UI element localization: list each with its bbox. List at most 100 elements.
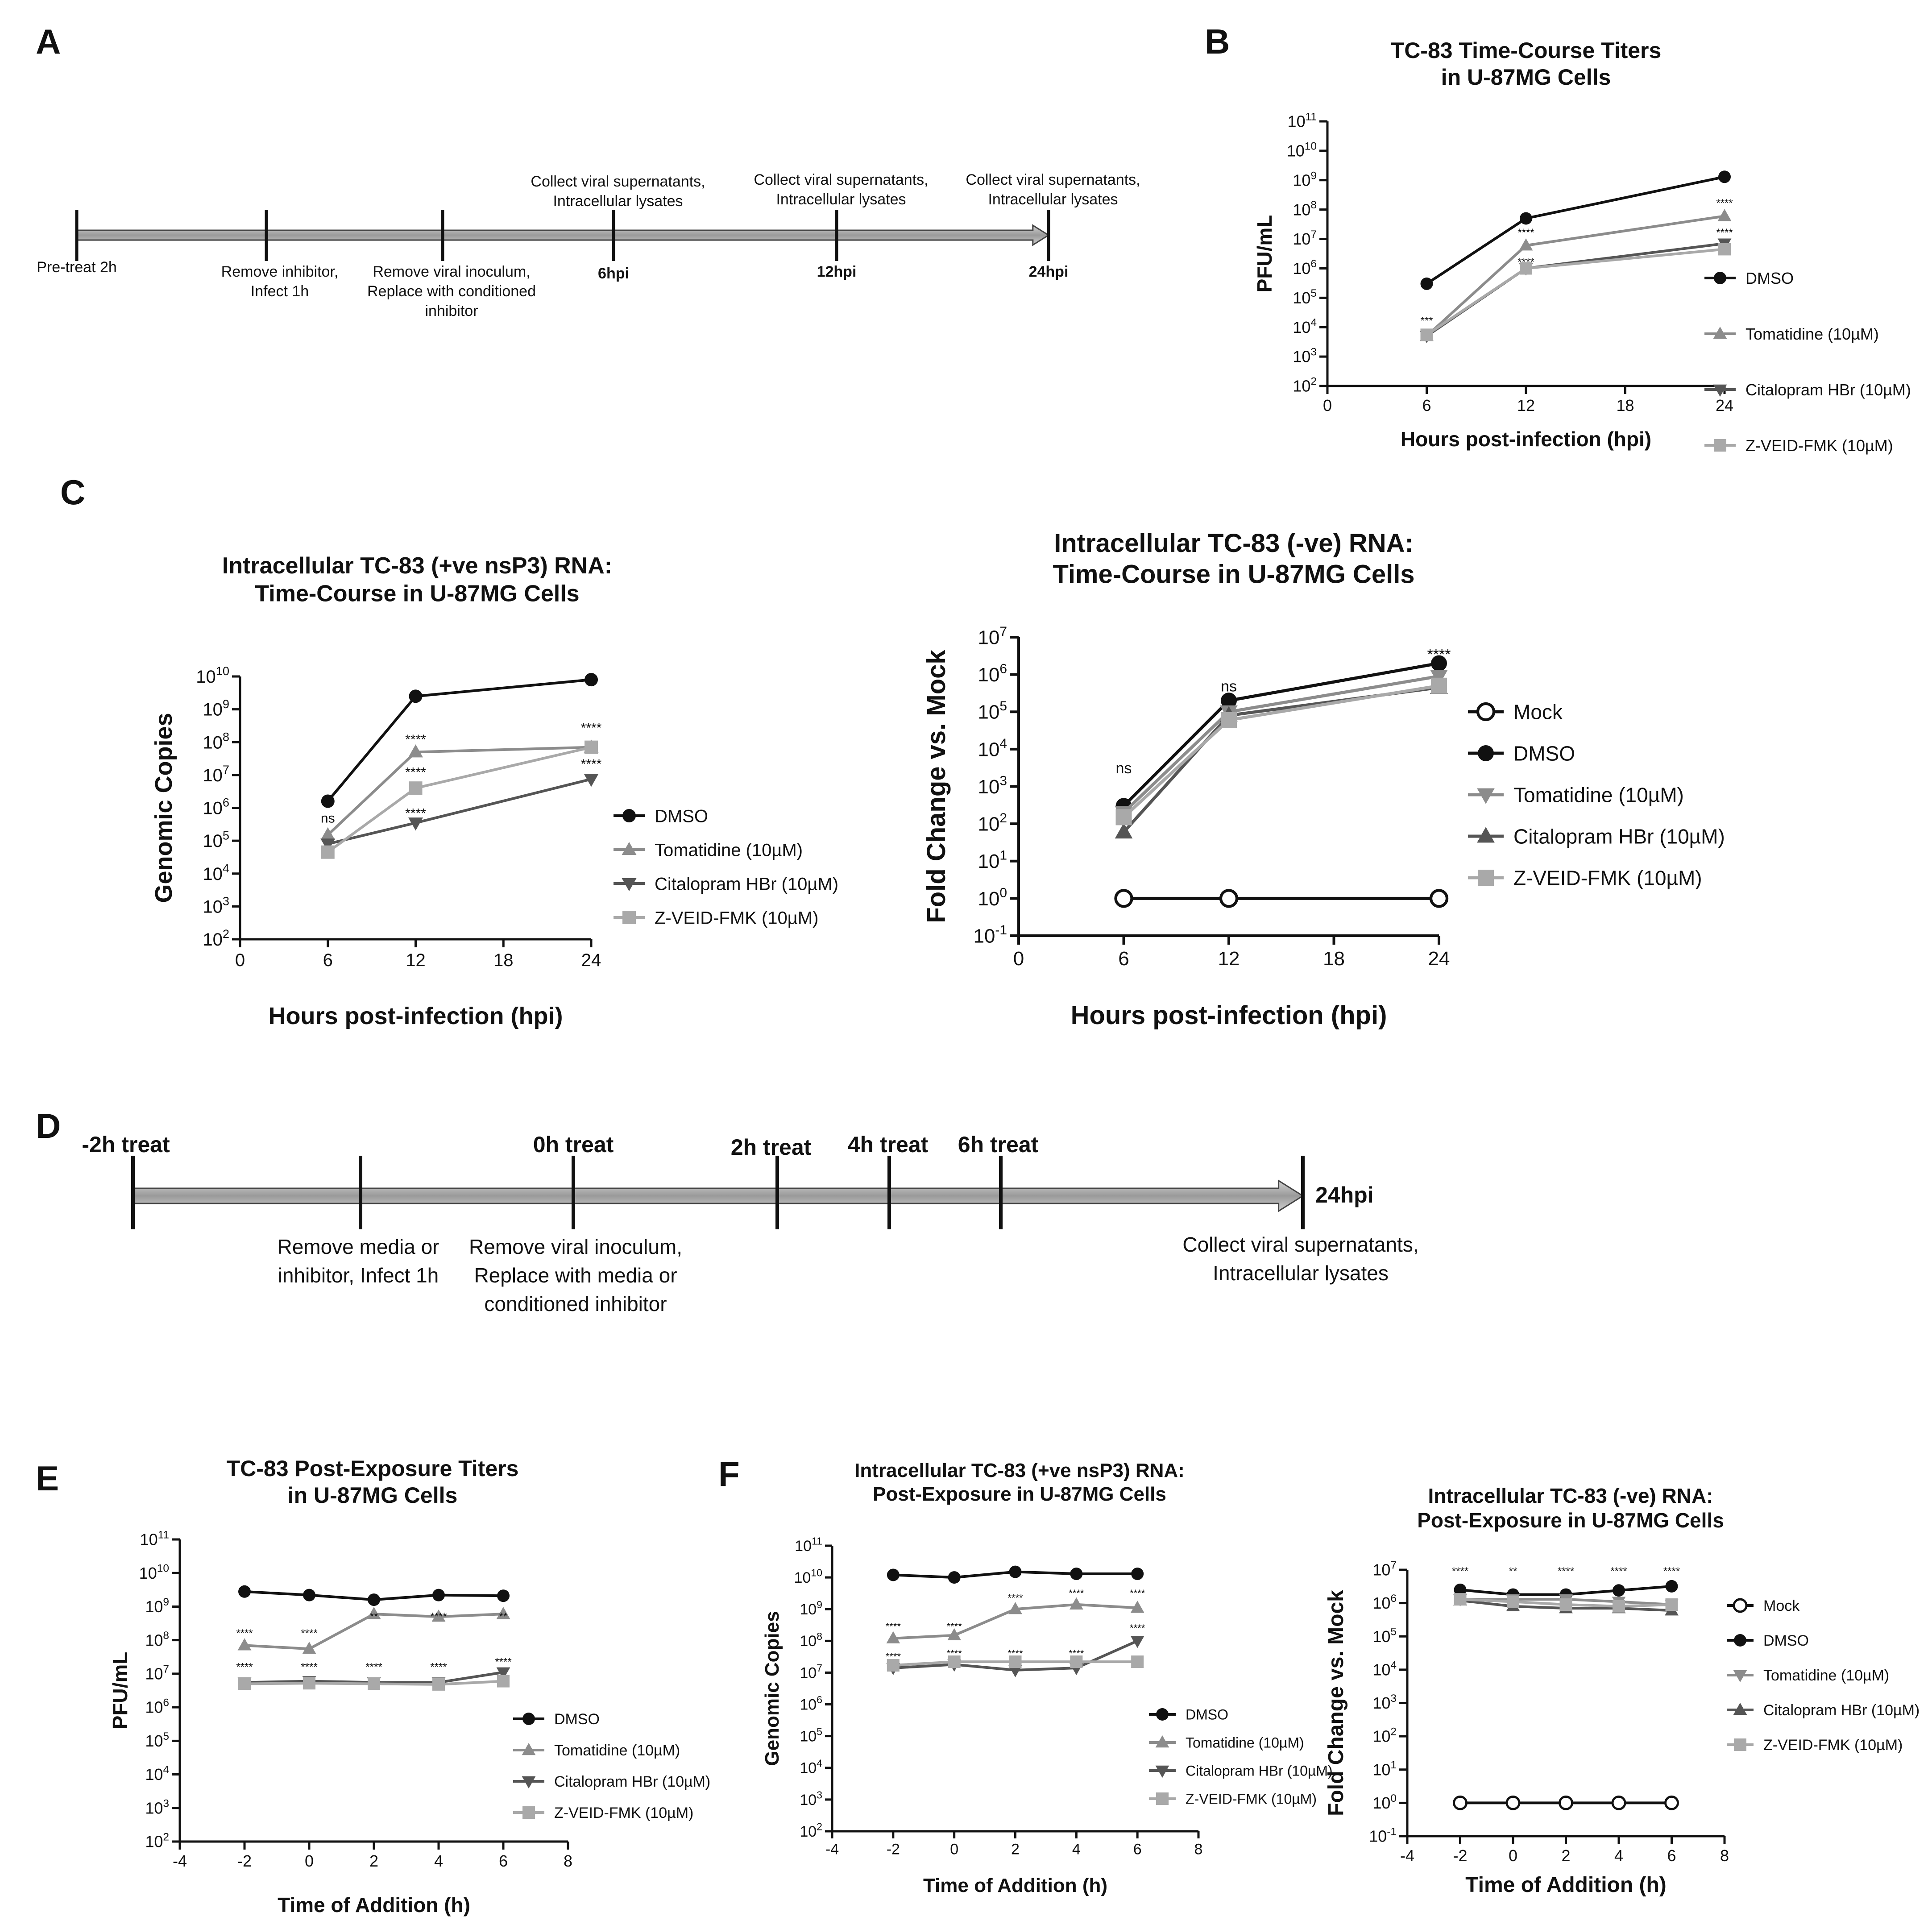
data-point [408, 744, 423, 758]
significance-label: **** [495, 1656, 511, 1668]
data-point [321, 845, 335, 859]
data-point [1664, 1795, 1679, 1810]
x-tick-label: 18 [493, 950, 514, 970]
tick-exponent: 5 [163, 1730, 169, 1742]
timeline-below-label: Intracellular lysates [1213, 1261, 1389, 1285]
x-tick-label: -4 [825, 1841, 839, 1858]
legend-marker [1477, 788, 1495, 804]
x-tick-label: 6 [323, 950, 333, 970]
tick-base: 10 [145, 1597, 163, 1616]
tick-base: 10 [1293, 318, 1310, 336]
data-point [368, 1677, 380, 1690]
timeline-arrow [76, 224, 1050, 246]
tick-base: 10 [978, 813, 999, 835]
y-axis-label: PFU/mL [108, 1652, 132, 1730]
tick-exponent: 3 [817, 1789, 822, 1801]
series-line-1 [1426, 215, 1725, 337]
legend-label: Tomatidine (10µM) [1186, 1735, 1304, 1751]
tick-base: 10 [800, 1760, 817, 1777]
x-tick-label: 0 [1323, 396, 1332, 415]
tick-base: 10 [978, 888, 999, 910]
tick-base: 10 [1372, 1627, 1390, 1646]
tick-base: 10 [800, 1664, 817, 1681]
tick-base: 10 [145, 1799, 163, 1817]
data-point [1009, 1565, 1022, 1578]
tick-exponent: 5 [817, 1726, 822, 1737]
data-point [1131, 1568, 1144, 1581]
legend-label: Citalopram HBr (10µM) [554, 1773, 710, 1790]
legend-label: DMSO [554, 1711, 600, 1728]
tick-base: 10 [1372, 1760, 1390, 1779]
legend-label: Z-VEID-FMK (10µM) [1513, 867, 1702, 890]
data-point [321, 794, 335, 808]
x-tick-label: 4 [1072, 1841, 1081, 1858]
x-tick-label: 0 [235, 950, 245, 970]
y-tick-label: 1011 [1288, 111, 1317, 130]
data-point [1718, 170, 1731, 183]
x-tick-label: 12 [1218, 948, 1240, 970]
x-tick-label: 6 [1422, 396, 1431, 415]
data-point [1431, 655, 1447, 672]
data-point [368, 1593, 380, 1606]
tick-base: 10 [203, 799, 223, 818]
tick-base: 10 [800, 1792, 817, 1809]
data-point [1611, 1795, 1626, 1810]
tick-exponent: 7 [163, 1663, 169, 1675]
timeline-above-label: 6h treat [958, 1132, 1039, 1157]
tick-exponent: 1 [999, 848, 1007, 863]
legend-marker [622, 809, 636, 822]
x-tick-label: 12 [1517, 396, 1535, 415]
y-tick-label: 105 [145, 1730, 169, 1750]
significance-label: **** [947, 1621, 962, 1632]
chart-title-line: Intracellular TC-83 (-ve) RNA: [1054, 529, 1414, 558]
timeline-time-label: 6hpi [598, 265, 629, 282]
legend-marker [1156, 1708, 1169, 1721]
y-tick-label: 109 [800, 1599, 822, 1618]
tick-exponent: 7 [1310, 228, 1317, 241]
legend-label: DMSO [1745, 269, 1794, 287]
significance-label: **** [1716, 197, 1733, 209]
y-tick-label: 101 [978, 848, 1007, 872]
tick-exponent: 7 [817, 1662, 822, 1674]
data-point [1453, 1795, 1468, 1810]
tick-base: 10 [140, 1531, 158, 1549]
significance-label: **** [1007, 1648, 1023, 1659]
tick-base: 10 [145, 1732, 163, 1750]
x-axis-label: Hours post-infection (hpi) [1401, 427, 1651, 451]
panel-letter-a: A [36, 22, 61, 61]
timeline-below-label: conditioned inhibitor [484, 1292, 667, 1315]
x-axis-label: Hours post-infection (hpi) [269, 1003, 563, 1029]
x-tick-label: -2 [237, 1852, 252, 1870]
tick-base: 10 [1288, 112, 1306, 131]
y-tick-label: 107 [1293, 228, 1317, 248]
data-point [432, 1589, 445, 1601]
timeline-below-label: inhibitor, Infect 1h [278, 1264, 439, 1287]
tick-base: 10 [1372, 1594, 1390, 1612]
chart-title-line: Intracellular TC-83 (+ve nsP3) RNA: [854, 1460, 1185, 1481]
y-tick-label: 106 [203, 796, 229, 818]
timeline-above-label: Intracellular lysates [988, 191, 1118, 208]
tick-base: 10 [978, 664, 999, 686]
legend-marker [1713, 326, 1727, 339]
y-tick-label: 102 [1372, 1726, 1397, 1746]
y-axis-label: Genomic Copies [150, 713, 177, 903]
tick-exponent: 3 [223, 894, 229, 908]
tick-exponent: 6 [163, 1697, 169, 1709]
x-tick-label: 4 [1614, 1846, 1623, 1865]
timeline-label: inhibitor [425, 303, 478, 319]
y-tick-label: 101 [1372, 1759, 1397, 1779]
x-tick-label: 6 [1133, 1841, 1142, 1858]
chart-title-line: in U-87MG Cells [288, 1483, 458, 1508]
y-tick-label: 105 [1372, 1626, 1397, 1646]
x-tick-label: 2 [1011, 1841, 1020, 1858]
tick-base: 10 [196, 667, 216, 687]
panel-letter-e: E [36, 1459, 59, 1498]
data-point [1430, 670, 1448, 686]
x-tick-label: 18 [1323, 948, 1345, 970]
significance-label: **** [1716, 227, 1733, 239]
tick-base: 10 [139, 1564, 157, 1582]
data-point [408, 817, 423, 831]
legend-marker [1155, 1765, 1169, 1778]
